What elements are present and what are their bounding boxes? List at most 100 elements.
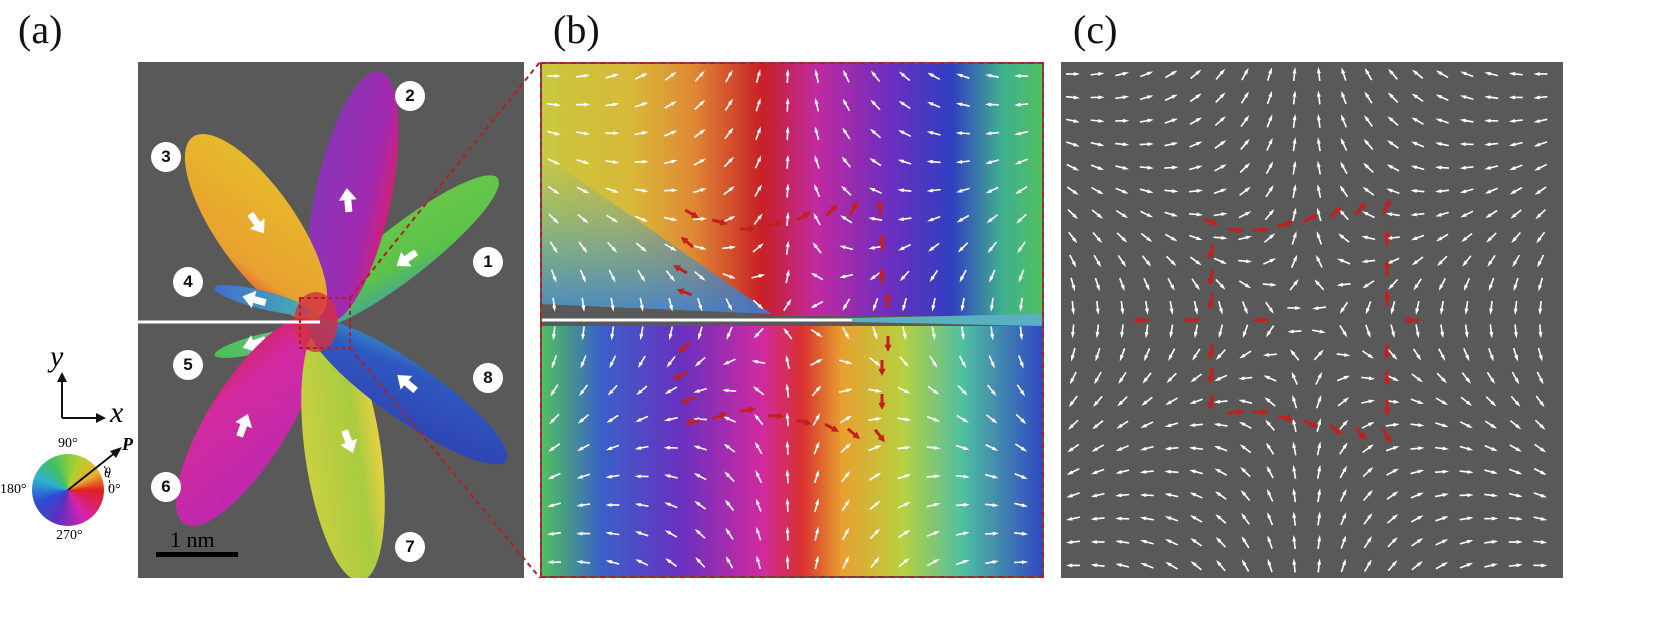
- field-arrow: [897, 188, 912, 193]
- highlight-arrow: [796, 212, 811, 222]
- field-arrow: [840, 185, 852, 196]
- field-arrow: [1240, 489, 1251, 502]
- field-arrow: [1387, 116, 1399, 126]
- field-arrow: [897, 417, 912, 422]
- field-arrow: [1164, 94, 1178, 102]
- field-arrow: [1533, 95, 1548, 100]
- field-arrow: [1115, 540, 1130, 544]
- field-arrow: [1290, 254, 1298, 268]
- field-arrow: [1508, 540, 1523, 544]
- wheel-label-theta: θ: [104, 466, 111, 481]
- field-arrow: [870, 556, 880, 569]
- field-arrow: [1164, 516, 1179, 522]
- field-arrow: [664, 243, 677, 252]
- wheel-label-p: P: [122, 434, 133, 454]
- field-arrow: [1069, 254, 1077, 268]
- field-arrow: [1362, 280, 1375, 289]
- highlight-arrow: [884, 336, 892, 352]
- field-arrow: [1411, 69, 1424, 80]
- field-arrow: [1410, 189, 1425, 193]
- field-arrow: [1188, 212, 1203, 217]
- field-arrow: [869, 357, 881, 367]
- field-arrow: [1192, 348, 1201, 361]
- field-arrow: [1435, 211, 1449, 217]
- field-arrow: [576, 102, 591, 107]
- field-arrow: [869, 128, 882, 139]
- field-arrow: [1191, 278, 1200, 291]
- field-arrow: [1264, 397, 1276, 407]
- field-arrow: [1189, 117, 1203, 125]
- field-arrow: [1489, 324, 1494, 339]
- field-arrow: [1068, 395, 1078, 408]
- field-arrow: [842, 69, 850, 83]
- field-arrow: [1386, 188, 1400, 195]
- field-arrow: [839, 415, 852, 424]
- field-arrow: [606, 214, 619, 223]
- field-arrow: [639, 297, 644, 312]
- field-arrow: [1266, 67, 1272, 81]
- field-arrow: [1115, 516, 1130, 521]
- field-arrow: [1189, 141, 1203, 148]
- field-arrow: [839, 359, 853, 365]
- field-arrow: [955, 503, 970, 507]
- field-arrow: [1066, 492, 1080, 498]
- field-arrow: [1115, 165, 1130, 170]
- field-arrow: [1139, 516, 1154, 521]
- field-arrow: [1189, 256, 1202, 266]
- field-arrow: [1464, 300, 1469, 315]
- field-arrow: [637, 269, 646, 283]
- scale-bar: [156, 552, 238, 557]
- axis-y-label: y: [50, 340, 64, 373]
- field-arrow: [1459, 142, 1474, 147]
- field-arrow: [1091, 444, 1105, 452]
- field-arrow: [1216, 560, 1226, 572]
- field-arrow: [692, 217, 707, 221]
- field-arrow: [695, 557, 706, 568]
- field-arrow: [1537, 347, 1543, 362]
- field-arrow: [1265, 185, 1274, 198]
- field-arrow: [1267, 512, 1274, 526]
- field-arrow: [1218, 324, 1224, 339]
- field-arrow: [989, 269, 996, 283]
- field-arrow: [1339, 301, 1349, 314]
- field-arrow: [1265, 325, 1275, 338]
- highlight-arrow: [711, 218, 728, 226]
- field-arrow: [664, 71, 677, 81]
- field-arrow: [1317, 558, 1321, 573]
- field-arrow: [785, 555, 790, 570]
- field-arrow: [985, 473, 999, 479]
- field-arrow: [926, 131, 941, 136]
- highlight-arrow: [878, 360, 886, 376]
- field-arrow: [1410, 469, 1425, 475]
- field-arrow: [1120, 300, 1125, 315]
- field-arrow: [1067, 443, 1080, 453]
- field-arrow: [1190, 560, 1202, 571]
- field-arrow: [754, 441, 763, 455]
- highlight-arrow: [1252, 226, 1269, 234]
- field-arrow: [1510, 209, 1522, 219]
- field-arrow: [1386, 491, 1399, 500]
- panel-label-c: (c): [1073, 7, 1118, 52]
- field-arrow: [1484, 142, 1499, 147]
- field-arrow: [1410, 446, 1425, 451]
- field-arrow: [610, 326, 615, 341]
- field-arrow: [547, 185, 560, 195]
- field-arrow: [605, 187, 619, 193]
- field-arrow: [1508, 95, 1523, 100]
- field-arrow: [898, 100, 911, 110]
- field-arrow: [1463, 348, 1470, 362]
- field-arrow: [1090, 563, 1105, 568]
- field-arrow: [724, 98, 734, 111]
- field-arrow: [1484, 563, 1499, 568]
- field-arrow: [870, 99, 881, 111]
- field-arrow: [955, 531, 970, 536]
- field-arrow: [1291, 231, 1297, 245]
- field-arrow: [1509, 419, 1522, 430]
- field-arrow: [957, 385, 968, 396]
- petal-number-8: 8: [473, 363, 503, 393]
- field-arrow: [1217, 301, 1223, 315]
- field-arrow: [1262, 352, 1277, 357]
- field-arrow: [1387, 140, 1399, 149]
- field-arrow: [1536, 231, 1546, 244]
- field-arrow: [1289, 279, 1299, 291]
